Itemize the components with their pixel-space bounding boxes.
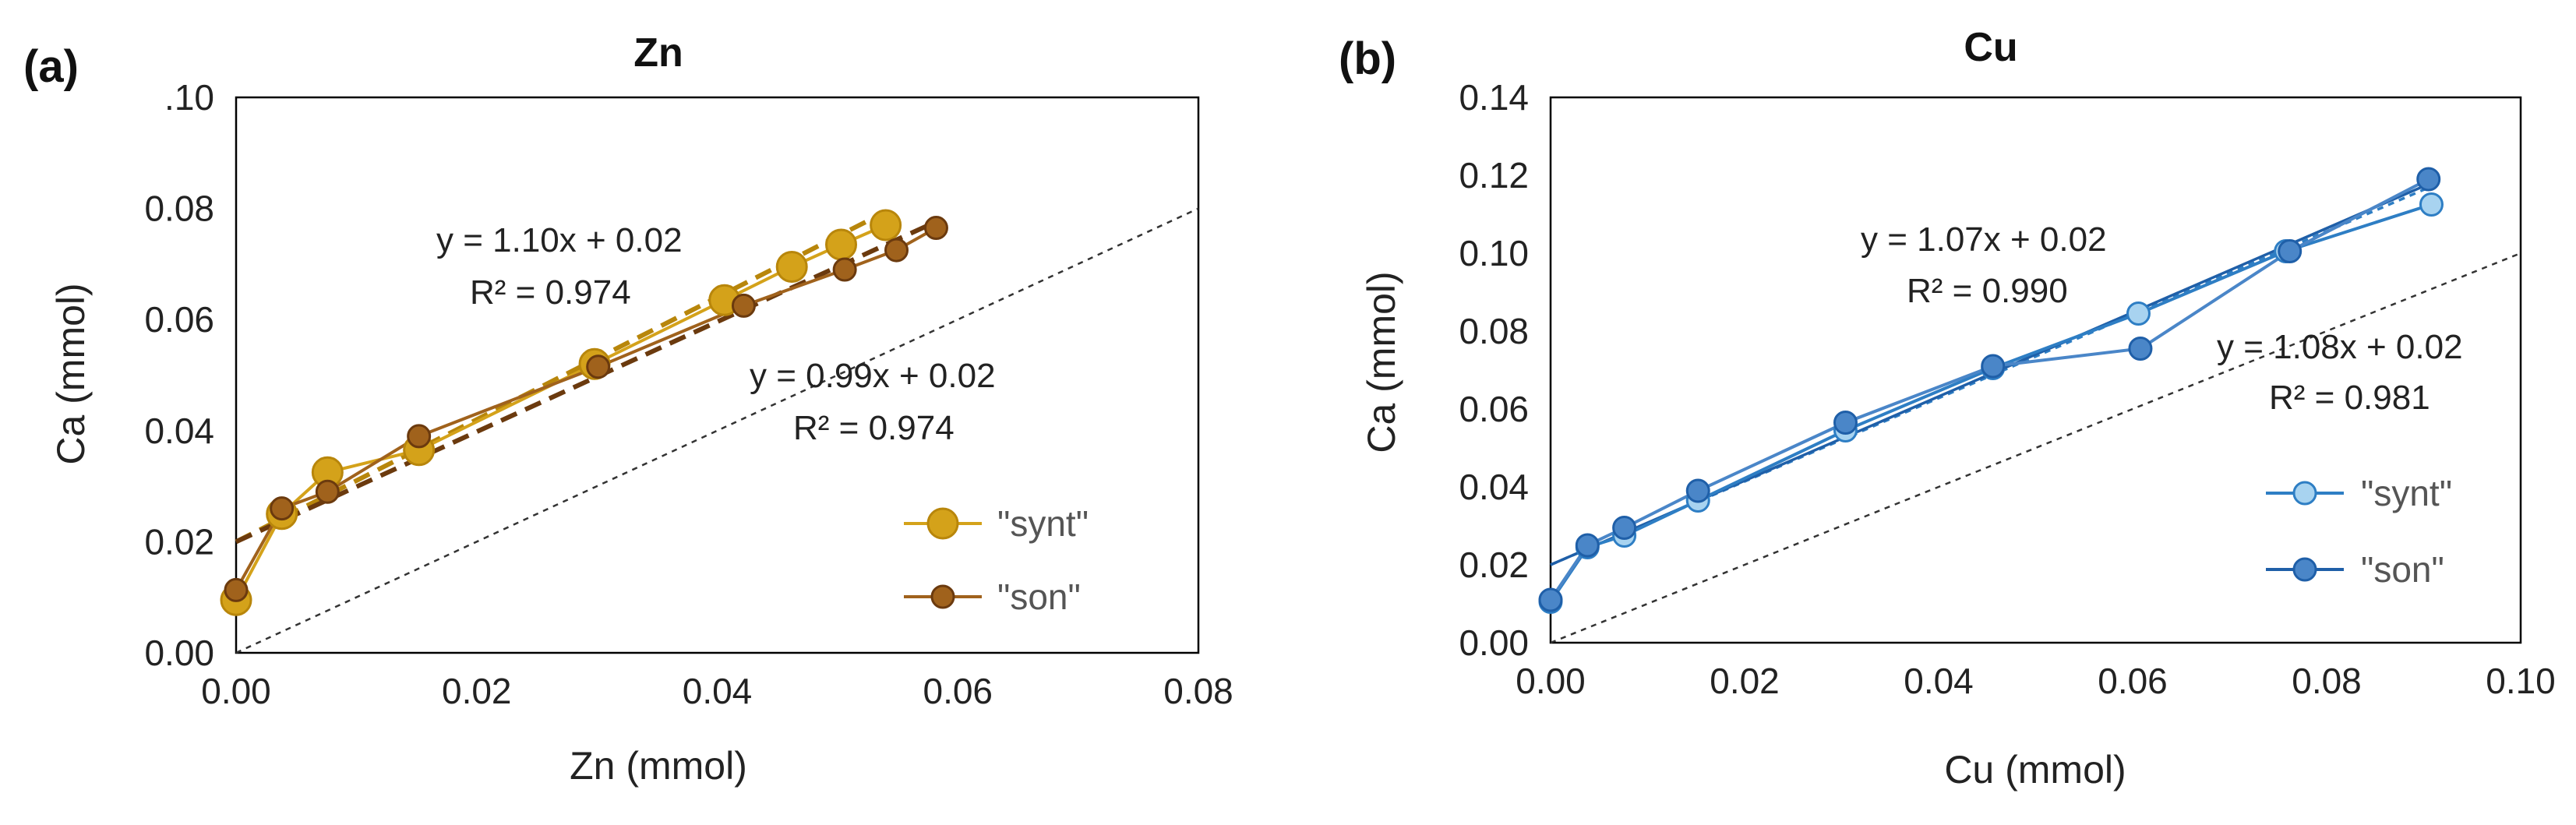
y-tick-label-zn: 0.08 [144,189,214,229]
y-tick-label-cu: 0.08 [1459,311,1529,351]
legend-marker-son-zn [930,584,955,609]
y-tick-label-cu: 0.14 [1459,77,1529,118]
data-point-son-cu [1575,533,1600,558]
data-point-synt-zn [825,228,858,261]
trendline-synt-zn [235,210,887,545]
trendline-equation-synt-zn: y = 1.10x + 0.02 [436,221,683,259]
y-tick-label-cu: 0.06 [1459,389,1529,429]
data-point-son-cu [2416,167,2441,192]
x-tick-label-zn: 0.08 [1163,671,1233,711]
legend-cu: "synt" "son" [2266,473,2452,590]
legend-label-synt-cu: "synt" [2361,473,2452,513]
x-tick-label-zn: 0.04 [683,671,753,711]
legend-zn: "synt" "son" [904,503,1089,617]
trendline-equation-synt-cu: y = 1.07x + 0.02 [1861,220,2107,259]
series-zn [220,209,948,616]
x-tick-label-cu: 0.06 [2098,661,2168,701]
data-point-son-zn [731,293,756,318]
legend-marker-synt-cu [2292,481,2317,506]
data-point-son-zn [224,577,249,602]
data-point-son-zn [315,479,340,504]
chart-title-zn: Zn [633,30,683,76]
chart-title-cu: Cu [1964,25,2017,70]
y-tick-label-cu: 0.12 [1459,155,1529,196]
y-tick-label-zn: .10 [164,77,214,118]
data-point-son-cu [2278,239,2303,263]
y-tick-label-cu: 0.04 [1459,467,1529,507]
data-point-son-zn [586,354,611,379]
legend-label-son-zn: "son" [997,576,1081,617]
x-tick-label-cu: 0.08 [2292,661,2362,701]
data-point-synt-zn [870,209,902,242]
data-point-son-zn [270,496,295,521]
data-point-son-cu [1612,516,1637,540]
data-point-son-zn [407,424,432,449]
x-tick-label-cu: 0.02 [1710,661,1780,701]
chart-panel-cu: (b) Cu 0.000.020.040.060.080.100.120.14 … [1339,25,2556,792]
x-tick-label-cu: 0.04 [1904,661,1974,701]
data-point-son-cu [1981,354,2006,379]
trendline-r2-synt-cu: R² = 0.990 [1907,272,2068,310]
x-tick-label-zn: 0.06 [923,671,993,711]
x-axis-title-cu: Cu (mmol) [1944,748,2126,792]
y-axis-title-zn: Ca (mmol) [49,283,93,464]
plot-area-zn [235,96,1200,654]
data-point-son-zn [923,216,948,241]
y-tick-label-zn: 0.06 [144,299,214,340]
y-tick-label-cu: 0.02 [1459,545,1529,585]
y-tick-labels-zn: 0.00 0.02 0.04 0.06 0.08 .10 [144,77,214,673]
legend-marker-synt-zn [926,507,959,540]
trendline-son-zn [235,219,937,545]
trendline-equation-son-cu: y = 1.08x + 0.02 [2217,328,2463,366]
data-point-son-cu [1833,411,1858,435]
legend-marker-son-cu [2292,557,2317,582]
trendline-r2-son-zn: R² = 0.974 [793,409,955,447]
y-tick-label-cu: 0.00 [1459,622,1529,663]
x-axis-title-zn: Zn (mmol) [570,744,747,788]
reference-line-zn [235,207,1199,654]
data-point-synt-cu [2126,301,2151,326]
y-tick-label-zn: 0.02 [144,521,214,562]
x-tick-label-cu: 0.00 [1516,661,1586,701]
x-tick-label-zn: 0.02 [442,671,512,711]
series-cu [1538,167,2444,614]
panel-label-a: (a) [23,41,79,92]
panel-label-b: (b) [1339,33,1396,84]
trendline-r2-son-cu: R² = 0.981 [2269,379,2430,417]
data-point-son-cu [1685,478,1710,503]
data-point-son-cu [2128,337,2153,361]
trendline-r2-synt-zn: R² = 0.974 [470,273,631,312]
y-tick-labels-cu: 0.00 0.02 0.04 0.06 0.08 0.10 0.12 0.14 [1459,77,1529,663]
y-tick-label-zn: 0.00 [144,633,214,673]
plot-area-cu [1549,96,2522,644]
x-tick-label-cu: 0.10 [2486,661,2556,701]
trendlines-zn [235,210,937,545]
y-tick-label-zn: 0.04 [144,411,214,451]
data-point-son-zn [884,238,909,263]
x-tick-labels-cu: 0.00 0.02 0.04 0.06 0.08 0.10 [1516,661,2556,701]
chart-panel-zn: (a) Zn 0.000.020.040.060.08.10 0.00 0.02 0… [23,30,1233,788]
data-point-son-zn [832,257,857,282]
trendline-equation-son-zn: y = 0.99x + 0.02 [750,357,996,395]
x-tick-label-zn: 0.00 [201,671,271,711]
legend-label-son-cu: "son" [2361,549,2444,590]
x-tick-labels-zn: 0.00 0.02 0.04 0.06 0.08 [201,671,1233,711]
y-tick-label-cu: 0.10 [1459,233,1529,273]
data-point-synt-zn [775,250,808,283]
data-point-synt-cu [2419,192,2444,217]
reference-line-zn [235,207,1199,654]
data-point-son-cu [1538,587,1563,612]
y-axis-title-cu: Ca (mmol) [1360,271,1403,453]
legend-label-synt-zn: "synt" [997,503,1089,544]
